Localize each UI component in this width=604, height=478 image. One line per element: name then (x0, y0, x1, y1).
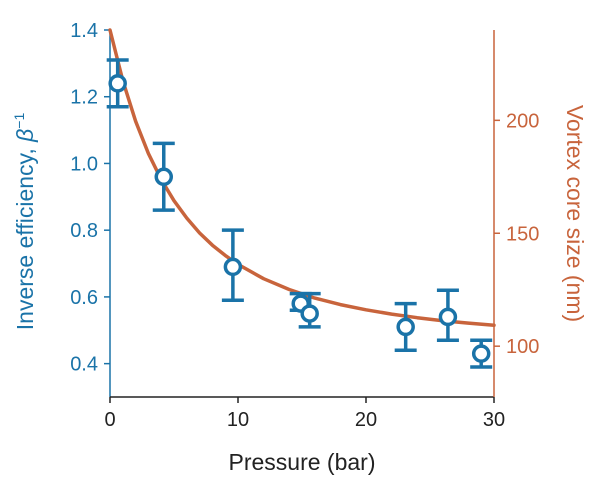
x-axis-label: Pressure (bar) (229, 449, 376, 475)
x-tick-label: 0 (104, 409, 115, 431)
data-point (436, 288, 459, 343)
data-marker (154, 167, 174, 187)
x-tick-label: 10 (227, 409, 249, 431)
data-point (394, 301, 417, 353)
axes (104, 29, 500, 403)
axis-labels: 0 10 20 30 0.4 0.6 0.8 1.0 1.2 1.4 100 150 200 Pressu… (11, 20, 588, 475)
data-marker (223, 257, 243, 277)
data-point (470, 338, 493, 369)
data-point (298, 291, 321, 329)
data-marks (106, 28, 496, 369)
y-right-tick-label: 200 (506, 110, 539, 132)
y-left-tick-label: 1.4 (70, 20, 98, 42)
y-left-tick-label: 0.8 (70, 220, 98, 242)
y-left-tick-label: 0.6 (70, 287, 98, 309)
data-point (152, 141, 175, 212)
y-left-tick-label: 1.0 (70, 153, 98, 175)
data-marker (471, 344, 491, 363)
y-left-tick-label: 0.4 (70, 354, 98, 376)
y-right-axis-label: Vortex core size (nm) (562, 105, 588, 322)
data-marker (300, 304, 319, 323)
data-marker (396, 317, 415, 337)
data-point (106, 58, 129, 109)
y-right-tick-label: 150 (506, 223, 539, 245)
y-right-tick-label: 100 (506, 336, 539, 358)
y-left-tick-label: 1.2 (70, 87, 98, 109)
x-tick-label: 30 (483, 409, 505, 431)
data-marker (108, 74, 127, 93)
data-marker (438, 307, 458, 327)
x-tick-label: 20 (355, 409, 377, 431)
data-point (221, 228, 244, 302)
y-left-axis-label: Inverse efficiency, β−1 (11, 113, 38, 331)
